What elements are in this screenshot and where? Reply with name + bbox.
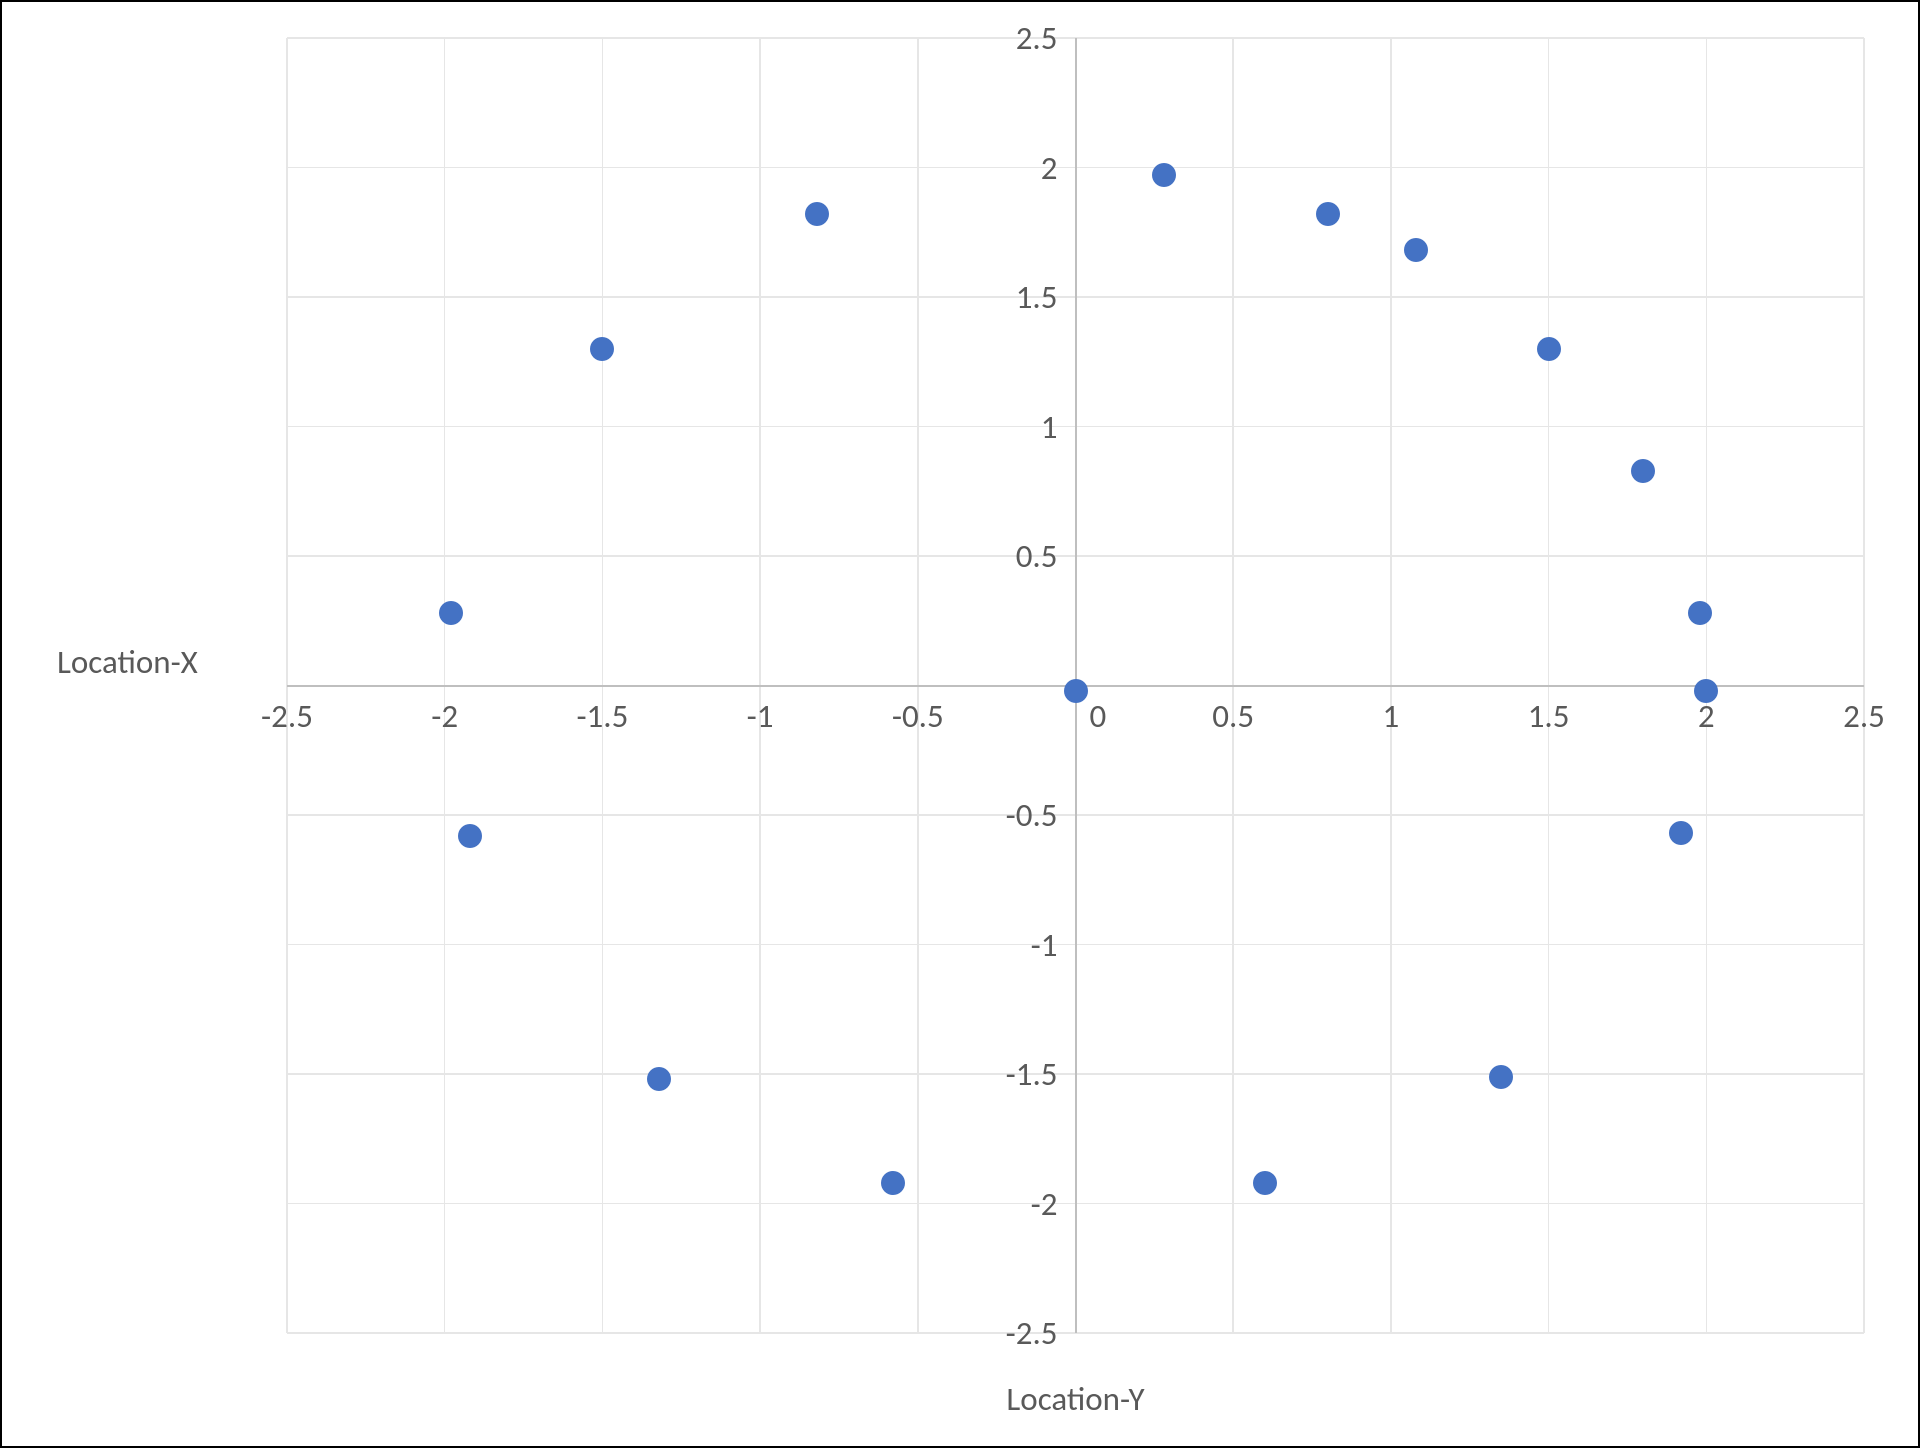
scatter-point [458,824,482,848]
scatter-point [1404,238,1428,262]
y-tick-label: -1 [1031,925,1058,965]
scatter-point [590,337,614,361]
scatter-point [439,601,463,625]
x-tick-label: -1.5 [576,696,628,736]
x-tick-label: -1 [747,696,774,736]
x-tick-label: 2 [1698,696,1715,736]
y-tick-label: -2 [1031,1184,1058,1224]
scatter-point [1537,337,1561,361]
y-tick-label: 1.5 [1016,277,1058,317]
y-axis-title: Location-Y [1006,1379,1144,1419]
y-tick-label: -2.5 [1006,1313,1058,1353]
scatter-point [1669,821,1693,845]
scatter-point [1489,1065,1513,1089]
y-tick-label: 0.5 [1016,536,1058,576]
x-tick-label: -2 [431,696,458,736]
x-tick-label: -0.5 [892,696,944,736]
x-tick-label: 0 [1090,696,1107,736]
x-tick-label: 1 [1383,696,1400,736]
scatter-point [881,1171,905,1195]
y-tick-label: 2.5 [1016,18,1058,58]
scatter-point [1152,163,1176,187]
x-axis-title: Location-X [57,642,198,682]
y-tick-label: 1 [1041,407,1058,447]
y-tick-label: -0.5 [1006,795,1058,835]
scatter-point [805,202,829,226]
scatter-point [1631,459,1655,483]
x-tick-label: 2.5 [1843,696,1885,736]
y-tick-label: -1.5 [1006,1054,1058,1094]
scatter-point [1253,1171,1277,1195]
scatter-point [1316,202,1340,226]
y-tick-label: 2 [1041,148,1058,188]
scatter-point [1064,679,1088,703]
x-tick-label: 0.5 [1212,696,1254,736]
scatter-point [647,1067,671,1091]
x-tick-label: -2.5 [261,696,313,736]
scatter-point [1688,601,1712,625]
x-tick-label: 1.5 [1528,696,1570,736]
plot-area [287,38,1864,1333]
